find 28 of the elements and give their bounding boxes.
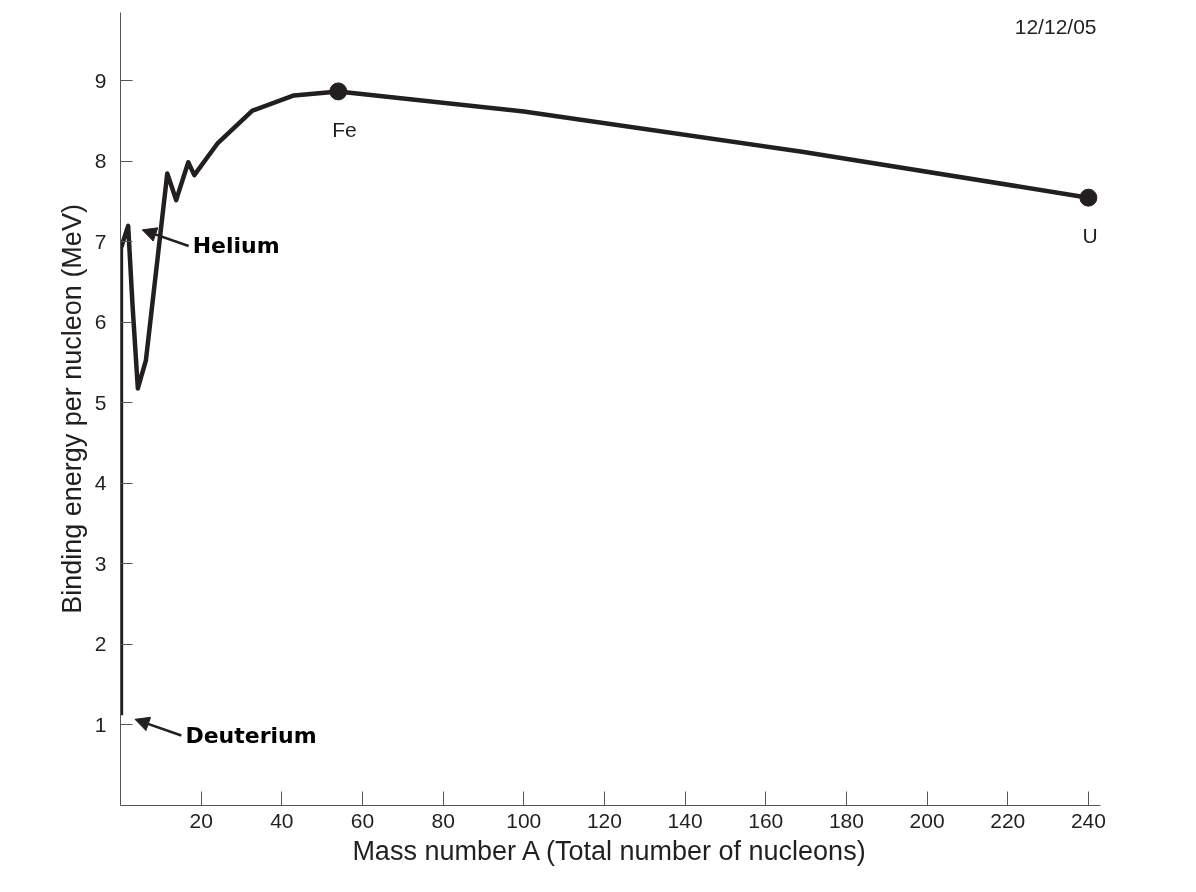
annotation: 12/12/05 bbox=[1014, 14, 1097, 38]
y-tick-label: 4 bbox=[94, 471, 107, 495]
y-tick-label: 5 bbox=[94, 390, 107, 414]
x-tick-label: 40 bbox=[270, 808, 294, 832]
annotation: Deuterium bbox=[185, 722, 317, 748]
x-tick-label: 180 bbox=[828, 808, 864, 832]
y-tick-label: 2 bbox=[94, 632, 107, 656]
x-tick-label: 220 bbox=[990, 808, 1026, 832]
y-tick-label: 3 bbox=[94, 551, 107, 575]
y-axis-title: Binding energy per nucleon (MeV) bbox=[56, 204, 87, 614]
y-tick-label: 1 bbox=[94, 712, 107, 736]
x-tick-label: 20 bbox=[189, 808, 213, 832]
annotation: Helium bbox=[192, 233, 280, 259]
x-axis-title: Mass number A (Total number of nucleons) bbox=[352, 835, 866, 866]
annotation: U bbox=[1082, 224, 1098, 248]
y-tick-label: 7 bbox=[94, 229, 107, 253]
x-tick-label: 200 bbox=[909, 808, 945, 832]
y-tick-label: 8 bbox=[94, 149, 107, 173]
y-tick-label: 9 bbox=[94, 68, 107, 92]
annotation: Fe bbox=[332, 117, 357, 141]
x-tick-label: 160 bbox=[748, 808, 784, 832]
y-tick-label: 6 bbox=[94, 310, 107, 334]
x-tick-label: 140 bbox=[667, 808, 703, 832]
x-tick-label: 240 bbox=[1070, 808, 1106, 832]
x-tick-label: 80 bbox=[431, 808, 455, 832]
x-tick-label: 60 bbox=[350, 808, 375, 832]
x-tick-label: 120 bbox=[586, 808, 622, 832]
x-tick-label: 100 bbox=[506, 808, 542, 832]
